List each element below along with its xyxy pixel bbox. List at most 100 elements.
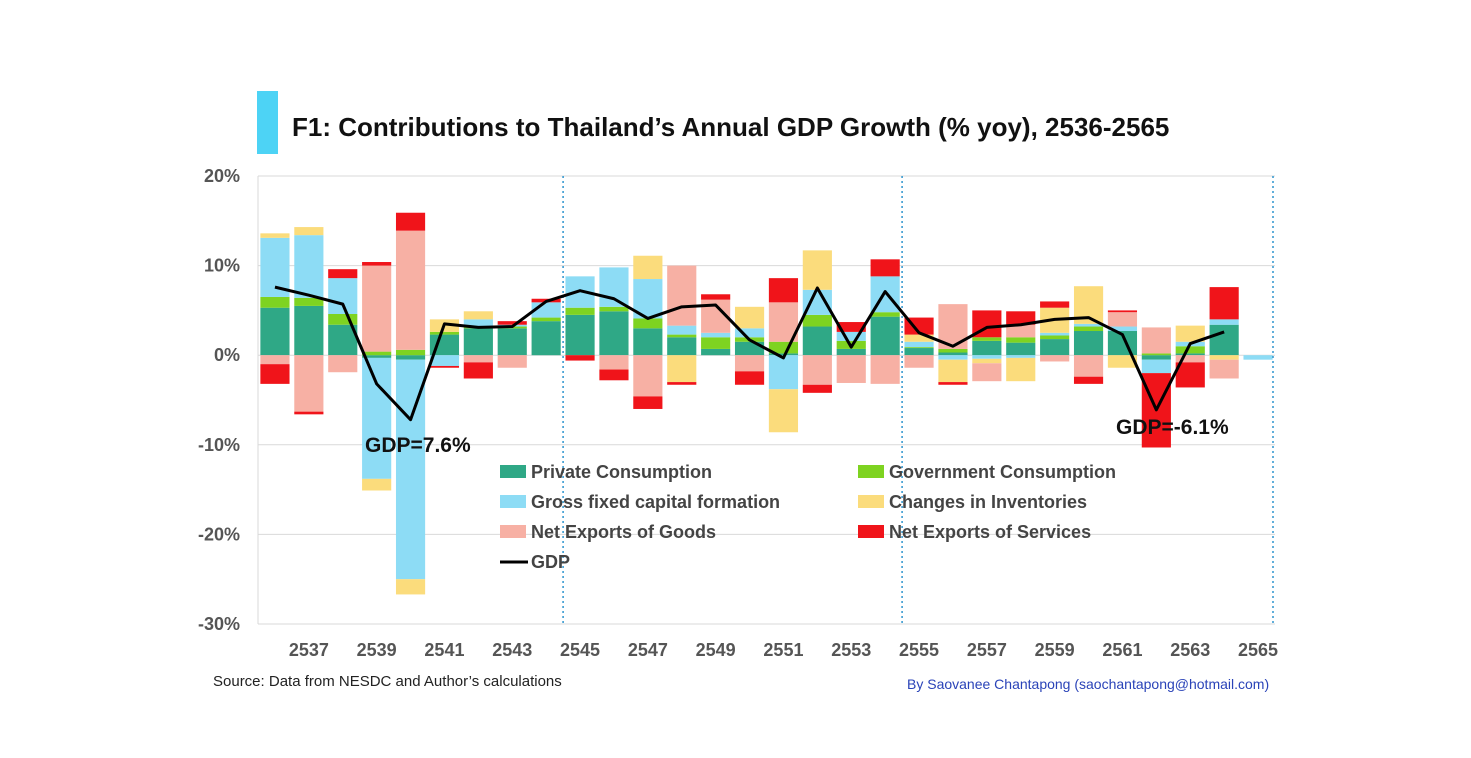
bar-segment-net-exports-of-goods-2550: [734, 355, 765, 372]
bar-segment-net-exports-of-services-2538: [328, 269, 358, 279]
bar-segment-private-consumption-2552: [802, 326, 832, 356]
bar-segment-government-consumption-2563: [1175, 346, 1205, 354]
y-tick-label: 20%: [204, 166, 240, 186]
bar-segment-private-consumption-2564: [1209, 324, 1239, 356]
x-tick-label: 2551: [763, 640, 803, 660]
bar-segment-government-consumption-2540: [395, 349, 426, 356]
bar-segment-government-consumption-2545: [565, 307, 595, 315]
bar-segment-net-exports-of-services-2537: [294, 411, 324, 415]
bar-segment-government-consumption-2556: [938, 348, 968, 353]
bar-segment-net-exports-of-services-2540: [395, 212, 426, 231]
legend-swatch-changes-in-inventories: [858, 495, 884, 508]
bar-segment-changes-in-inventories-2547: [633, 255, 663, 280]
bar-segment-net-exports-of-goods-2539: [362, 265, 392, 352]
bar-segment-gross-fixed-capital-formation-2542: [463, 319, 493, 327]
bar-segment-government-consumption-2536: [260, 296, 290, 308]
x-tick-label: 2547: [628, 640, 668, 660]
bar-segment-gross-fixed-capital-formation-2564: [1209, 319, 1239, 325]
bar-segment-net-exports-of-services-2558: [1006, 311, 1036, 325]
bar-segment-changes-in-inventories-2555: [904, 334, 934, 342]
bar-segment-net-exports-of-services-2550: [734, 371, 765, 385]
bar-segment-net-exports-of-services-2542: [463, 362, 493, 379]
bar-segment-government-consumption-2559: [1040, 335, 1070, 340]
bar-segment-net-exports-of-services-2549: [701, 294, 731, 300]
bar-segment-net-exports-of-services-2560: [1073, 376, 1104, 384]
bar-segment-gross-fixed-capital-formation-2561: [1107, 326, 1138, 332]
bar-segment-net-exports-of-services-2548: [667, 382, 697, 385]
bar-segment-changes-in-inventories-2551: [768, 389, 799, 433]
title-accent-bar: [257, 91, 278, 154]
x-tick-label: 2561: [1102, 640, 1142, 660]
bar-segment-net-exports-of-goods-2552: [802, 355, 832, 385]
bar-segment-government-consumption-2538: [328, 313, 358, 325]
bar-segment-changes-in-inventories-2561: [1107, 355, 1138, 368]
legend-swatch-private-consumption: [500, 465, 526, 478]
gdp-annotation-peak: GDP=7.6%: [365, 434, 471, 457]
bar-segment-gross-fixed-capital-formation-2558: [1006, 355, 1036, 358]
bar-segment-government-consumption-2546: [599, 306, 629, 312]
y-tick-label: -10%: [198, 435, 240, 455]
legend-swatch-gross-fixed-capital-formation: [500, 495, 526, 508]
bar-segment-net-exports-of-services-2564: [1209, 287, 1239, 320]
bar-segment-government-consumption-2541: [429, 331, 460, 335]
bar-segment-private-consumption-2543: [497, 328, 527, 356]
bar-segment-changes-in-inventories-2564: [1209, 355, 1239, 360]
bar-segment-net-exports-of-goods-2553: [836, 355, 866, 383]
bar-segment-net-exports-of-services-2556: [938, 382, 968, 385]
bar-segment-private-consumption-2558: [1006, 342, 1036, 356]
legend-swatch-government-consumption: [858, 465, 884, 478]
bar-segment-private-consumption-2547: [633, 328, 663, 356]
x-tick-label: 2565: [1238, 640, 1278, 660]
bar-segment-private-consumption-2548: [667, 337, 697, 356]
bar-segment-private-consumption-2541: [429, 334, 460, 356]
x-tick-label: 2539: [357, 640, 397, 660]
bar-segment-gross-fixed-capital-formation-2565: [1243, 355, 1273, 360]
y-tick-label: -30%: [198, 614, 240, 634]
bar-segment-net-exports-of-goods-2559: [1040, 355, 1070, 362]
bar-segment-net-exports-of-goods-2560: [1073, 355, 1104, 377]
x-tick-label: 2537: [289, 640, 329, 660]
bar-segment-gross-fixed-capital-formation-2536: [260, 237, 290, 297]
bar-segment-changes-in-inventories-2542: [463, 311, 493, 320]
bar-segment-gross-fixed-capital-formation-2551: [768, 355, 799, 390]
bar-segment-private-consumption-2545: [565, 314, 595, 356]
gdp-annotation-trough: GDP=-6.1%: [1116, 416, 1229, 439]
bar-segment-net-exports-of-services-2546: [599, 369, 629, 381]
bar-segment-net-exports-of-goods-2538: [328, 355, 358, 373]
bar-segment-private-consumption-2560: [1073, 331, 1104, 356]
bar-segment-private-consumption-2554: [870, 316, 900, 356]
bar-segment-changes-in-inventories-2558: [1006, 357, 1036, 382]
bar-segment-government-consumption-2539: [362, 351, 392, 356]
legend-label-changes-in-inventories: Changes in Inventories: [889, 492, 1087, 512]
y-tick-label: 0%: [214, 345, 240, 365]
x-tick-label: 2543: [492, 640, 532, 660]
bar-segment-government-consumption-2560: [1073, 326, 1104, 332]
bar-segment-net-exports-of-services-2551: [768, 278, 799, 303]
bar-segment-private-consumption-2562: [1141, 355, 1171, 360]
bar-segment-government-consumption-2548: [667, 334, 697, 338]
bar-segment-government-consumption-2552: [802, 314, 832, 327]
bar-segment-net-exports-of-services-2545: [565, 355, 595, 361]
x-tick-label: 2555: [899, 640, 939, 660]
bar-segment-private-consumption-2537: [294, 305, 324, 356]
bar-segment-private-consumption-2549: [701, 348, 731, 356]
bar-segment-government-consumption-2558: [1006, 337, 1036, 343]
bar-segment-government-consumption-2547: [633, 318, 663, 329]
bar-segment-gross-fixed-capital-formation-2546: [599, 267, 629, 307]
y-tick-label: 10%: [204, 256, 240, 276]
bar-segment-government-consumption-2537: [294, 297, 324, 306]
legend-label-gross-fixed-capital-formation: Gross fixed capital formation: [531, 492, 780, 512]
bar-segment-changes-in-inventories-2556: [938, 359, 968, 383]
bar-segment-gross-fixed-capital-formation-2553: [836, 331, 866, 341]
bar-segment-net-exports-of-services-2541: [429, 365, 460, 368]
bar-segment-gross-fixed-capital-formation-2555: [904, 341, 934, 348]
bar-segment-net-exports-of-services-2554: [870, 259, 900, 277]
bar-segment-net-exports-of-services-2552: [802, 384, 832, 393]
bar-segment-private-consumption-2544: [531, 321, 561, 356]
bar-segment-private-consumption-2563: [1175, 353, 1205, 356]
x-tick-label: 2541: [424, 640, 464, 660]
bar-segment-private-consumption-2540: [395, 355, 426, 360]
bar-segment-net-exports-of-goods-2557: [972, 363, 1002, 382]
bar-segment-changes-in-inventories-2540: [395, 579, 426, 595]
